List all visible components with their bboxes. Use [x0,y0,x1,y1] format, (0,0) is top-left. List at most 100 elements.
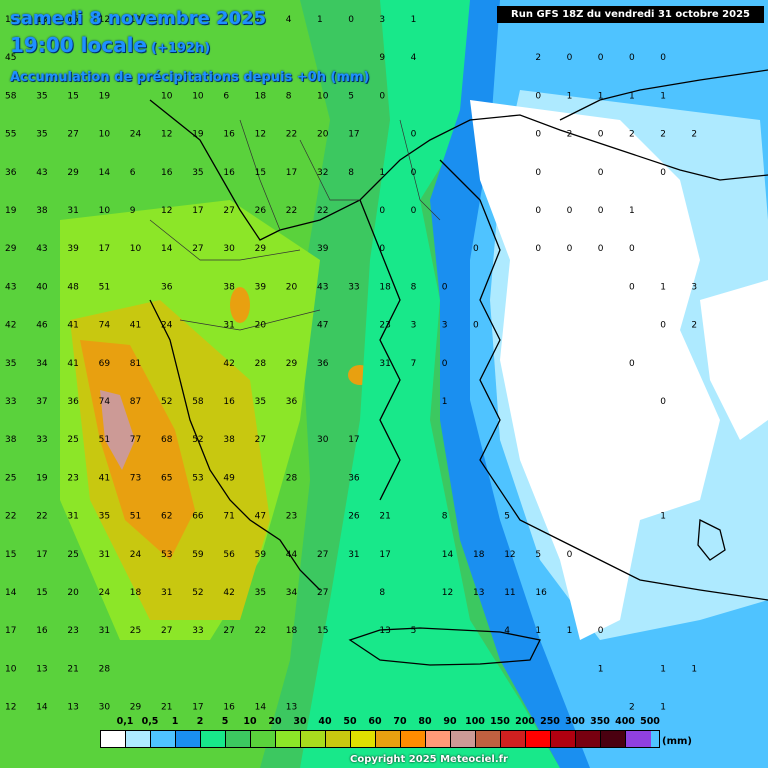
grid-value: 35 [99,512,110,522]
grid-value: 0 [598,168,604,178]
color-legend: 0,1 0,5 1 2 5 10 20 30 40 50 60 70 80 90 100 150 200 250 3… [100,716,660,748]
grid-value: 5 [504,512,510,522]
legend-swatch [376,731,401,747]
grid-value: 35 [255,588,266,598]
legend-swatch [626,731,651,747]
grid-value: 0 [629,53,635,63]
grid-value: 27 [192,244,203,254]
legend-label: 80 [418,716,432,727]
grid-value: 22 [286,130,297,140]
grid-value: 0 [598,206,604,216]
grid-value: 26 [255,206,267,216]
grid-value: 1 [660,664,666,674]
grid-value: 27 [255,435,266,445]
grid-value: 14 [99,168,111,178]
legend-bar [100,730,660,748]
grid-value: 22 [317,206,328,216]
legend-swatch [176,731,201,747]
grid-value: 0 [442,282,448,292]
grid-value: 16 [5,15,17,25]
coast-rhodes [697,518,726,561]
grid-value: 17 [99,244,110,254]
grid-value: 26 [348,512,360,522]
grid-value: 81 [130,359,141,369]
grid-value: 2 [691,130,697,140]
grid-value: 36 [5,168,17,178]
grid-value: 21 [379,512,390,522]
grid-value: 16 [36,626,48,636]
grid-value: 28 [99,664,111,674]
legend-label: 200 [515,716,535,727]
grid-value: 43 [317,282,328,292]
grid-value: 41 [67,321,78,331]
grid-value: 51 [99,435,110,445]
grid-value: 23 [67,473,78,483]
grid-value: 37 [36,397,47,407]
legend-unit: (mm) [662,736,692,747]
coast-balkans [149,99,768,241]
no-rain-east [700,280,768,440]
grid-value: 1 [660,91,666,101]
legend-swatch [426,731,451,747]
grid-value: 52 [192,588,203,598]
coast-aegean [359,199,401,501]
grid-value: 33 [192,626,203,636]
grid-value: 13 [473,588,484,598]
legend-label: 350 [590,716,610,727]
grid-value: 13 [379,626,390,636]
grid-value: 27 [67,130,78,140]
grid-value: 10 [99,206,111,216]
grid-value: 8 [411,282,417,292]
map-description: Accumulation de précipitations depuis +0… [10,70,370,85]
grid-value: 36 [67,397,79,407]
legend-swatch [126,731,151,747]
grid-value: 10 [99,130,111,140]
grid-value: 31 [67,512,78,522]
grid-value: 39 [67,244,79,254]
grid-value: 28 [255,359,267,369]
grid-value: 22 [255,626,266,636]
grid-value: 27 [223,626,234,636]
no-rain-zone [470,100,720,640]
grid-value: 0 [660,321,666,331]
legend-swatch [326,731,351,747]
grid-value: 16 [223,397,235,407]
grid-value: 0 [473,321,479,331]
coast-crete [348,627,541,666]
grid-value: 25 [67,550,78,560]
legend-labels: 0,1 0,5 1 2 5 10 20 30 40 50 60 70 80 90 100 150 200 250 3… [100,716,660,730]
grid-value: 39 [255,282,267,292]
legend-label: 2 [196,716,204,727]
grid-value: 36 [161,282,173,292]
grid-value: 1 [411,15,417,25]
grid-value: 14 [442,550,454,560]
grid-value: 2 [660,130,666,140]
grid-value: 35 [255,397,266,407]
grid-value: 0 [379,206,385,216]
grid-value: 35 [36,91,47,101]
grid-value: 31 [99,626,110,636]
grid-value: 14 [255,703,267,713]
legend-swatch [576,731,601,747]
legend-swatch [301,731,326,747]
grid-value: 36 [286,397,298,407]
grid-value: 1 [535,626,541,636]
grid-value: 27 [223,206,234,216]
grid-value: 30 [317,435,329,445]
grid-value: 43 [5,282,16,292]
grid-value: 22 [286,206,297,216]
grid-value: 46 [36,321,48,331]
grid-value: 0 [567,244,573,254]
grid-value: 16 [535,588,547,598]
legend-swatch [501,731,526,747]
grid-value: 42 [223,588,234,598]
legend-swatch [151,731,176,747]
grid-value: 31 [379,359,390,369]
grid-value: 19 [36,473,48,483]
grid-value: 42 [223,359,234,369]
grid-value: 12 [255,130,266,140]
grid-value: 1 [598,91,604,101]
grid-value: 3 [411,321,417,331]
legend-swatch [351,731,376,747]
grid-value: 14 [36,703,48,713]
